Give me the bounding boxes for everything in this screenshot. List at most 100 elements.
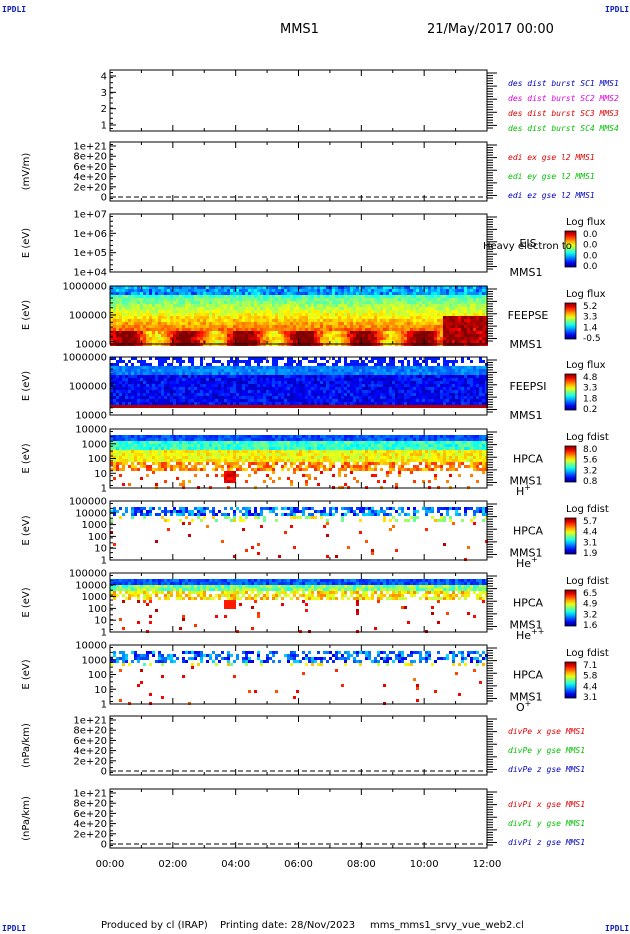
spectrogram-cell	[131, 366, 134, 369]
spectrogram-cell	[233, 331, 236, 334]
spectrogram-cell	[236, 363, 239, 366]
spectrogram-cell	[287, 298, 290, 301]
spectrogram-cell	[422, 289, 425, 292]
spectrogram-cell	[254, 375, 257, 378]
spectrogram-cell	[389, 402, 392, 405]
spectrogram-cell	[281, 393, 284, 396]
spectrogram-cell	[455, 393, 458, 396]
spectrogram-cell	[401, 405, 404, 408]
spectrogram-cell	[251, 378, 254, 381]
spectrogram-cell	[176, 328, 179, 331]
spectrogram-cell	[380, 307, 383, 310]
spectrogram-cell	[167, 393, 170, 396]
spectrogram-cell	[137, 447, 140, 450]
spectrogram-cell	[434, 301, 437, 304]
spectrogram-cell	[332, 304, 335, 307]
spectrogram-cell	[323, 399, 326, 402]
spectrogram-cell	[476, 387, 479, 390]
spectrogram-cell	[149, 289, 152, 292]
spectrogram-cell	[140, 372, 143, 375]
spectrogram-cell	[326, 378, 329, 381]
spectrogram-cell	[479, 316, 482, 319]
spectrogram-cell	[404, 328, 407, 331]
spectrogram-cell	[323, 286, 326, 289]
spectrogram-cell	[407, 390, 410, 393]
spectrogram-cell	[110, 399, 113, 402]
spectrogram-cell	[383, 375, 386, 378]
spectrogram-cell	[320, 295, 323, 298]
spectrogram-cell	[392, 378, 395, 381]
spectrogram-cell	[116, 393, 119, 396]
spectrogram-cell	[194, 375, 197, 378]
spectrogram-cell	[230, 301, 233, 304]
spectrogram-cell	[122, 441, 125, 444]
spectrogram-cell	[437, 319, 440, 322]
spectrogram-cell	[293, 390, 296, 393]
spectrogram-cell	[374, 331, 377, 334]
spectrogram-cell	[128, 405, 131, 408]
spectrogram-cell	[185, 328, 188, 331]
spectrogram-cell	[344, 325, 347, 328]
spectrogram-cell	[365, 331, 368, 334]
spectrogram-cell	[362, 301, 365, 304]
spectrogram-cell	[338, 340, 341, 343]
spectrogram-cell	[410, 378, 413, 381]
spectrogram-cell	[113, 301, 116, 304]
spectrogram-cell	[431, 286, 434, 289]
spectrogram-cell	[116, 438, 119, 441]
spectrogram-cell	[458, 375, 461, 378]
spectrogram-cell	[149, 393, 152, 396]
spectrogram-cell	[470, 405, 473, 408]
spectrogram-cell	[221, 292, 224, 295]
spectrogram-cell	[134, 319, 137, 322]
spectrogram-cell	[383, 337, 386, 340]
spectrogram-cell	[272, 325, 275, 328]
spectrogram-cell	[113, 438, 116, 441]
spectrogram-cell	[446, 334, 449, 337]
spectrogram-cell	[323, 334, 326, 337]
spectrogram-cell	[254, 289, 257, 292]
spectrogram-cell	[329, 295, 332, 298]
spectrogram-cell	[182, 360, 185, 363]
spectrogram-cell	[332, 298, 335, 301]
spectrogram-cell	[146, 363, 149, 366]
spectrogram-cell	[116, 298, 119, 301]
spectrogram-cell	[440, 384, 443, 387]
spectrogram-cell	[329, 298, 332, 301]
spectrogram-cell	[473, 372, 476, 375]
spectrogram-cell	[173, 304, 176, 307]
spectrogram-cell	[161, 360, 164, 363]
spectrogram-cell	[131, 384, 134, 387]
spectrogram-cell	[197, 366, 200, 369]
spectrogram-cell	[401, 375, 404, 378]
spectrogram-cell	[290, 301, 293, 304]
spectrogram-cell	[395, 393, 398, 396]
spectrogram-cell	[386, 313, 389, 316]
spectrogram-cell	[449, 396, 452, 399]
spectrogram-cell	[191, 393, 194, 396]
spectrogram-cell	[467, 393, 470, 396]
spectrogram-cell	[320, 381, 323, 384]
spectrogram-cell	[311, 384, 314, 387]
spectrogram-cell	[407, 340, 410, 343]
spectrogram-cell	[164, 298, 167, 301]
spectrogram-cell	[257, 390, 260, 393]
spectrogram-cell	[377, 384, 380, 387]
spectrogram-cell	[359, 381, 362, 384]
spectrogram-cell	[137, 322, 140, 325]
spectrogram-cell	[464, 396, 467, 399]
spectrogram-cell	[476, 384, 479, 387]
spectrogram-cell	[401, 378, 404, 381]
spectrogram-cell	[272, 298, 275, 301]
spectrogram-cell	[140, 328, 143, 331]
spectrogram-cell	[335, 375, 338, 378]
spectrogram-cell	[137, 369, 140, 372]
spectrogram-cell	[356, 399, 359, 402]
spectrogram-cell	[143, 304, 146, 307]
spectrogram-cell	[323, 369, 326, 372]
spectrogram-cell	[404, 375, 407, 378]
spectrogram-cell	[395, 384, 398, 387]
spectrogram-cell	[110, 468, 113, 471]
spectrogram-cell	[281, 328, 284, 331]
spectrogram-cell	[374, 325, 377, 328]
